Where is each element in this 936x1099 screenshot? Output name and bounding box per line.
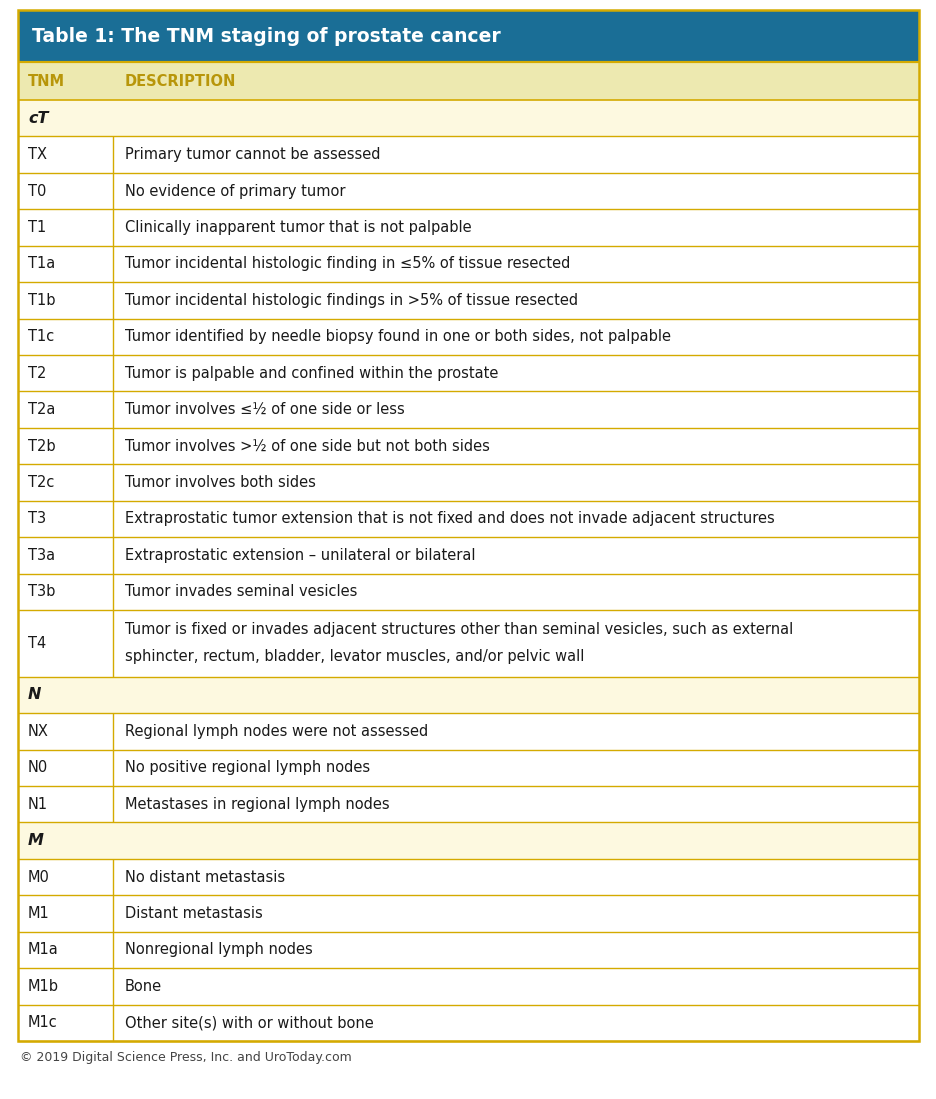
Text: T1c: T1c [28, 330, 54, 344]
Text: T2c: T2c [28, 475, 54, 490]
Bar [18, 750, 918, 786]
Text: No positive regional lymph nodes: No positive regional lymph nodes [124, 761, 370, 775]
Text: Tumor involves ≤½ of one side or less: Tumor involves ≤½ of one side or less [124, 402, 404, 418]
Text: Other site(s) with or without bone: Other site(s) with or without bone [124, 1015, 373, 1030]
Bar [18, 786, 918, 822]
Text: DESCRIPTION: DESCRIPTION [124, 74, 236, 89]
Bar [18, 574, 918, 610]
Bar [18, 677, 918, 713]
Bar [18, 173, 918, 209]
Text: T1b: T1b [28, 292, 55, 308]
Bar [18, 1004, 918, 1041]
Text: © 2019 Digital Science Press, Inc. and UroToday.com: © 2019 Digital Science Press, Inc. and U… [20, 1051, 351, 1064]
Text: T3: T3 [28, 511, 46, 526]
Bar [18, 246, 918, 282]
Text: Distant metastasis: Distant metastasis [124, 906, 262, 921]
Bar [18, 282, 918, 319]
Text: Tumor involves >½ of one side but not both sides: Tumor involves >½ of one side but not bo… [124, 439, 489, 454]
Text: Extraprostatic extension – unilateral or bilateral: Extraprostatic extension – unilateral or… [124, 547, 475, 563]
Text: sphincter, rectum, bladder, levator muscles, and/or pelvic wall: sphincter, rectum, bladder, levator musc… [124, 650, 583, 664]
Text: Tumor is fixed or invades adjacent structures other than seminal vesicles, such : Tumor is fixed or invades adjacent struc… [124, 622, 792, 637]
Text: Table 1: The TNM staging of prostate cancer: Table 1: The TNM staging of prostate can… [32, 26, 500, 45]
Text: Metastases in regional lymph nodes: Metastases in regional lymph nodes [124, 797, 388, 812]
Bar [18, 822, 918, 859]
Text: Clinically inapparent tumor that is not palpable: Clinically inapparent tumor that is not … [124, 220, 471, 235]
Bar [18, 319, 918, 355]
Text: N0: N0 [28, 761, 48, 775]
Text: M1b: M1b [28, 979, 59, 993]
Text: M0: M0 [28, 869, 50, 885]
Text: M1c: M1c [28, 1015, 58, 1030]
Text: T2b: T2b [28, 439, 55, 454]
Text: T2: T2 [28, 366, 46, 380]
Bar [18, 100, 918, 136]
Text: TX: TX [28, 147, 47, 163]
Text: Regional lymph nodes were not assessed: Regional lymph nodes were not assessed [124, 724, 428, 739]
Bar [18, 610, 918, 677]
Text: N1: N1 [28, 797, 48, 812]
Bar [18, 136, 918, 173]
Bar [18, 428, 918, 464]
Text: T1a: T1a [28, 256, 55, 271]
Text: T3a: T3a [28, 547, 55, 563]
Text: No distant metastasis: No distant metastasis [124, 869, 285, 885]
Text: T3b: T3b [28, 585, 55, 599]
Text: cT: cT [28, 111, 49, 125]
Text: M1: M1 [28, 906, 50, 921]
Text: TNM: TNM [28, 74, 66, 89]
Bar [18, 501, 918, 537]
Bar [18, 968, 918, 1004]
Text: Tumor involves both sides: Tumor involves both sides [124, 475, 315, 490]
Bar [18, 209, 918, 246]
Bar [18, 896, 918, 932]
Text: Extraprostatic tumor extension that is not fixed and does not invade adjacent st: Extraprostatic tumor extension that is n… [124, 511, 773, 526]
Bar [18, 537, 918, 574]
Bar [18, 355, 918, 391]
Text: Tumor identified by needle biopsy found in one or both sides, not palpable: Tumor identified by needle biopsy found … [124, 330, 670, 344]
Text: T4: T4 [28, 636, 46, 651]
Text: Bone: Bone [124, 979, 162, 993]
Text: N: N [28, 688, 41, 702]
Text: Primary tumor cannot be assessed: Primary tumor cannot be assessed [124, 147, 380, 163]
Bar [18, 391, 918, 428]
Text: M1a: M1a [28, 943, 59, 957]
Text: Tumor is palpable and confined within the prostate: Tumor is palpable and confined within th… [124, 366, 497, 380]
Text: T0: T0 [28, 184, 46, 199]
Bar [18, 859, 918, 896]
Text: NX: NX [28, 724, 49, 739]
Bar [18, 713, 918, 750]
Text: T2a: T2a [28, 402, 55, 418]
Text: Nonregional lymph nodes: Nonregional lymph nodes [124, 943, 312, 957]
Text: Tumor incidental histologic finding in ≤5% of tissue resected: Tumor incidental histologic finding in ≤… [124, 256, 569, 271]
Text: Tumor invades seminal vesicles: Tumor invades seminal vesicles [124, 585, 357, 599]
Text: No evidence of primary tumor: No evidence of primary tumor [124, 184, 344, 199]
Text: M: M [28, 833, 44, 848]
Bar [18, 10, 918, 62]
Bar [18, 464, 918, 501]
Bar [18, 932, 918, 968]
Text: T1: T1 [28, 220, 46, 235]
Bar [18, 62, 918, 100]
Text: Tumor incidental histologic findings in >5% of tissue resected: Tumor incidental histologic findings in … [124, 292, 578, 308]
